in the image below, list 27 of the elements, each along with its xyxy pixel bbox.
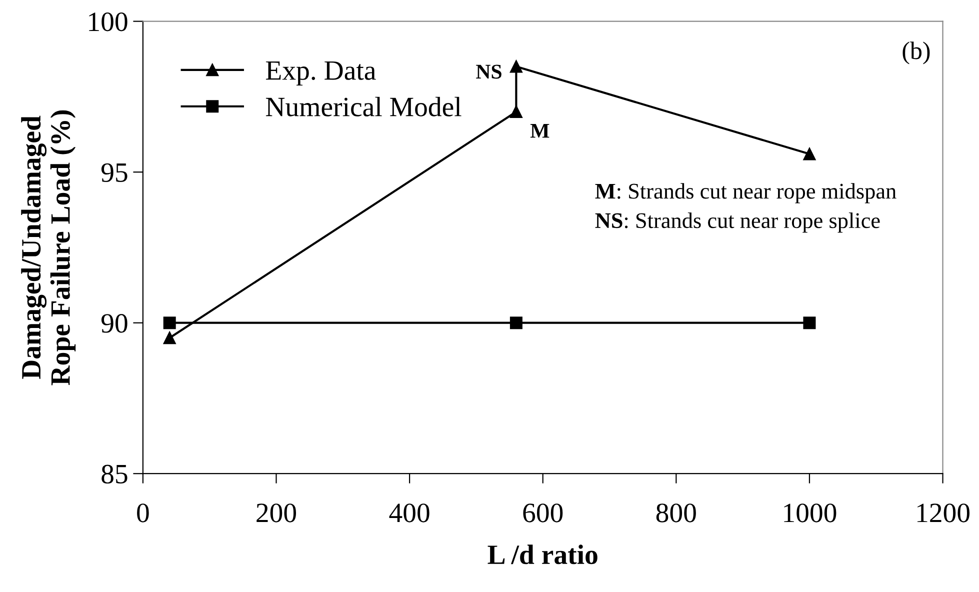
- legend-label: Exp. Data: [266, 61, 376, 86]
- point: [510, 60, 522, 73]
- x-tick-label: 0: [137, 504, 149, 522]
- point: [510, 106, 522, 118]
- annotation: M: [530, 124, 550, 138]
- x-tick-label: 800: [656, 504, 696, 522]
- y-tick-label: 85: [102, 464, 128, 484]
- y-axis-title: Damaged/Undamaged Rope Failure Load (%): [21, 110, 76, 386]
- y-tick-label: 95: [101, 163, 128, 182]
- y-tick-label: 90: [101, 314, 128, 333]
- y-tick-label: 100: [89, 12, 128, 32]
- legend-label: Numerical Model: [266, 96, 462, 116]
- annotation: M: Strands cut near rope midspan: [595, 183, 896, 204]
- annotation: NS: Strands cut near rope splice: [595, 212, 880, 233]
- point: [803, 148, 816, 160]
- x-tick-label: 1200: [917, 504, 970, 522]
- x-axis-title: L /d ratio: [488, 544, 598, 564]
- x-tick-label: 600: [523, 504, 563, 522]
- x-tick-label: 1000: [784, 504, 836, 522]
- point: [803, 316, 816, 330]
- x-tick-label: 400: [389, 504, 430, 522]
- point: [163, 332, 176, 344]
- annotation: NS: [476, 64, 502, 79]
- annotation: (b): [902, 42, 930, 64]
- point: [510, 316, 522, 330]
- point: [163, 316, 176, 330]
- x-tick-label: 200: [256, 504, 296, 522]
